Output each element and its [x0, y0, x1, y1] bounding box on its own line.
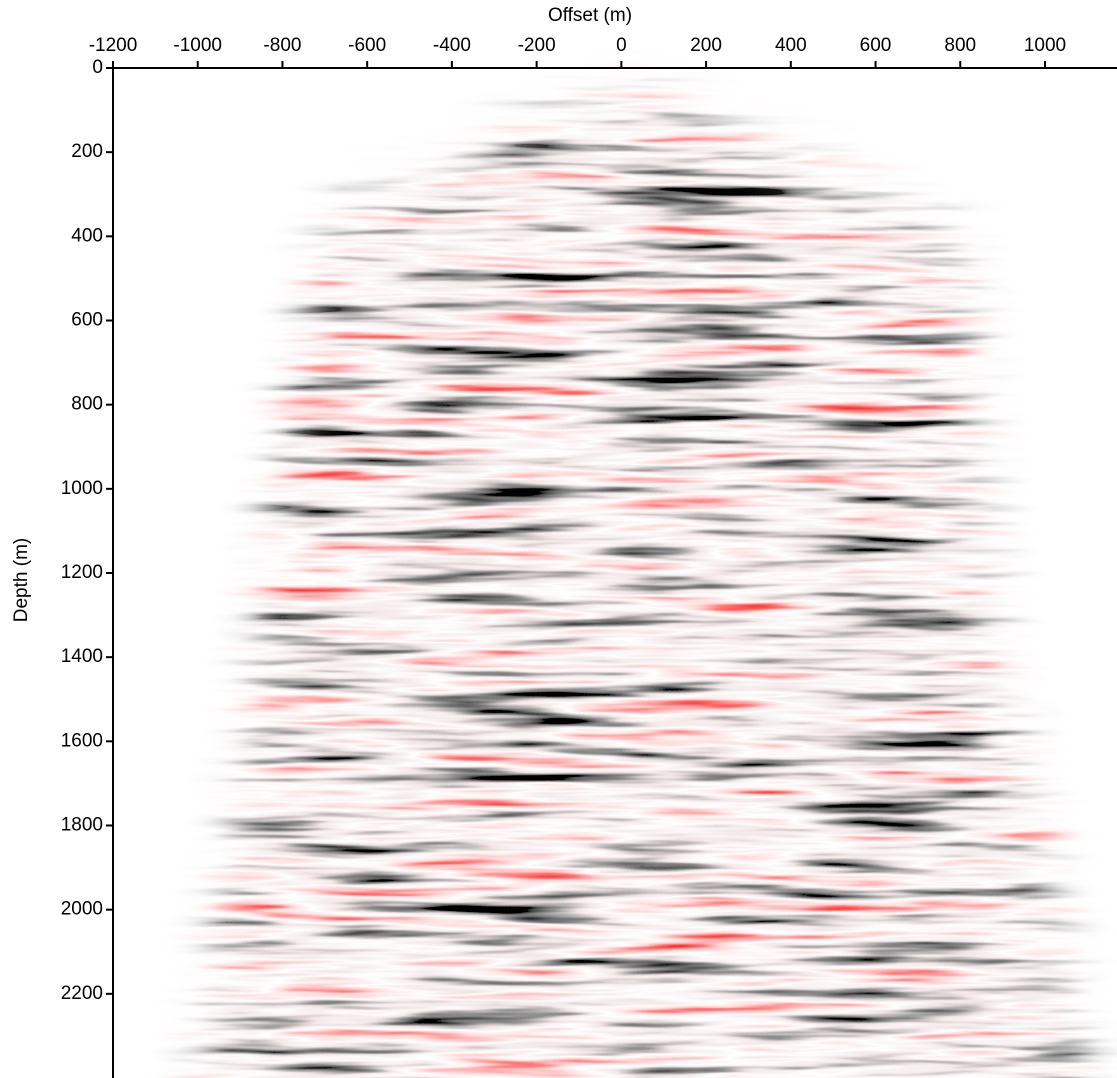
axes: -1200 -1000 -800 -600 -400 -200 0 200 400 600 800 1…: [61, 35, 1117, 1078]
seismic-image: [113, 68, 1117, 1078]
x-tick-label: -600: [348, 35, 386, 56]
y-tick-label: 800: [71, 394, 103, 415]
y-tick-label: 1600: [61, 730, 103, 751]
x-tick-label: -1200: [89, 35, 138, 56]
x-tick-label: 0: [616, 35, 627, 56]
x-tick-label: 200: [690, 35, 722, 56]
x-tick-label: -800: [263, 35, 301, 56]
x-axis-label: Offset (m): [548, 5, 632, 26]
y-tick-label: 1200: [61, 562, 103, 583]
y-tick-label: 1800: [61, 815, 103, 836]
x-tick-label: -200: [518, 35, 556, 56]
x-tick-label: 400: [775, 35, 807, 56]
x-tick-label: -1000: [173, 35, 222, 56]
x-tick-label: 800: [944, 35, 976, 56]
y-axis-label: Depth (m): [11, 538, 32, 622]
y-tick-label: 1000: [61, 478, 103, 499]
y-tick-label: 600: [71, 310, 103, 331]
y-tick-label: 400: [71, 225, 103, 246]
x-tick-label: 1000: [1024, 35, 1066, 56]
y-tick-label: 2000: [61, 899, 103, 920]
y-tick-label: 2200: [61, 983, 103, 1004]
y-tick-label: 200: [71, 141, 103, 162]
x-tick-label: -400: [433, 35, 471, 56]
x-tick-label: 600: [860, 35, 892, 56]
y-tick-label: 1400: [61, 646, 103, 667]
y-tick-label: 0: [92, 57, 103, 78]
